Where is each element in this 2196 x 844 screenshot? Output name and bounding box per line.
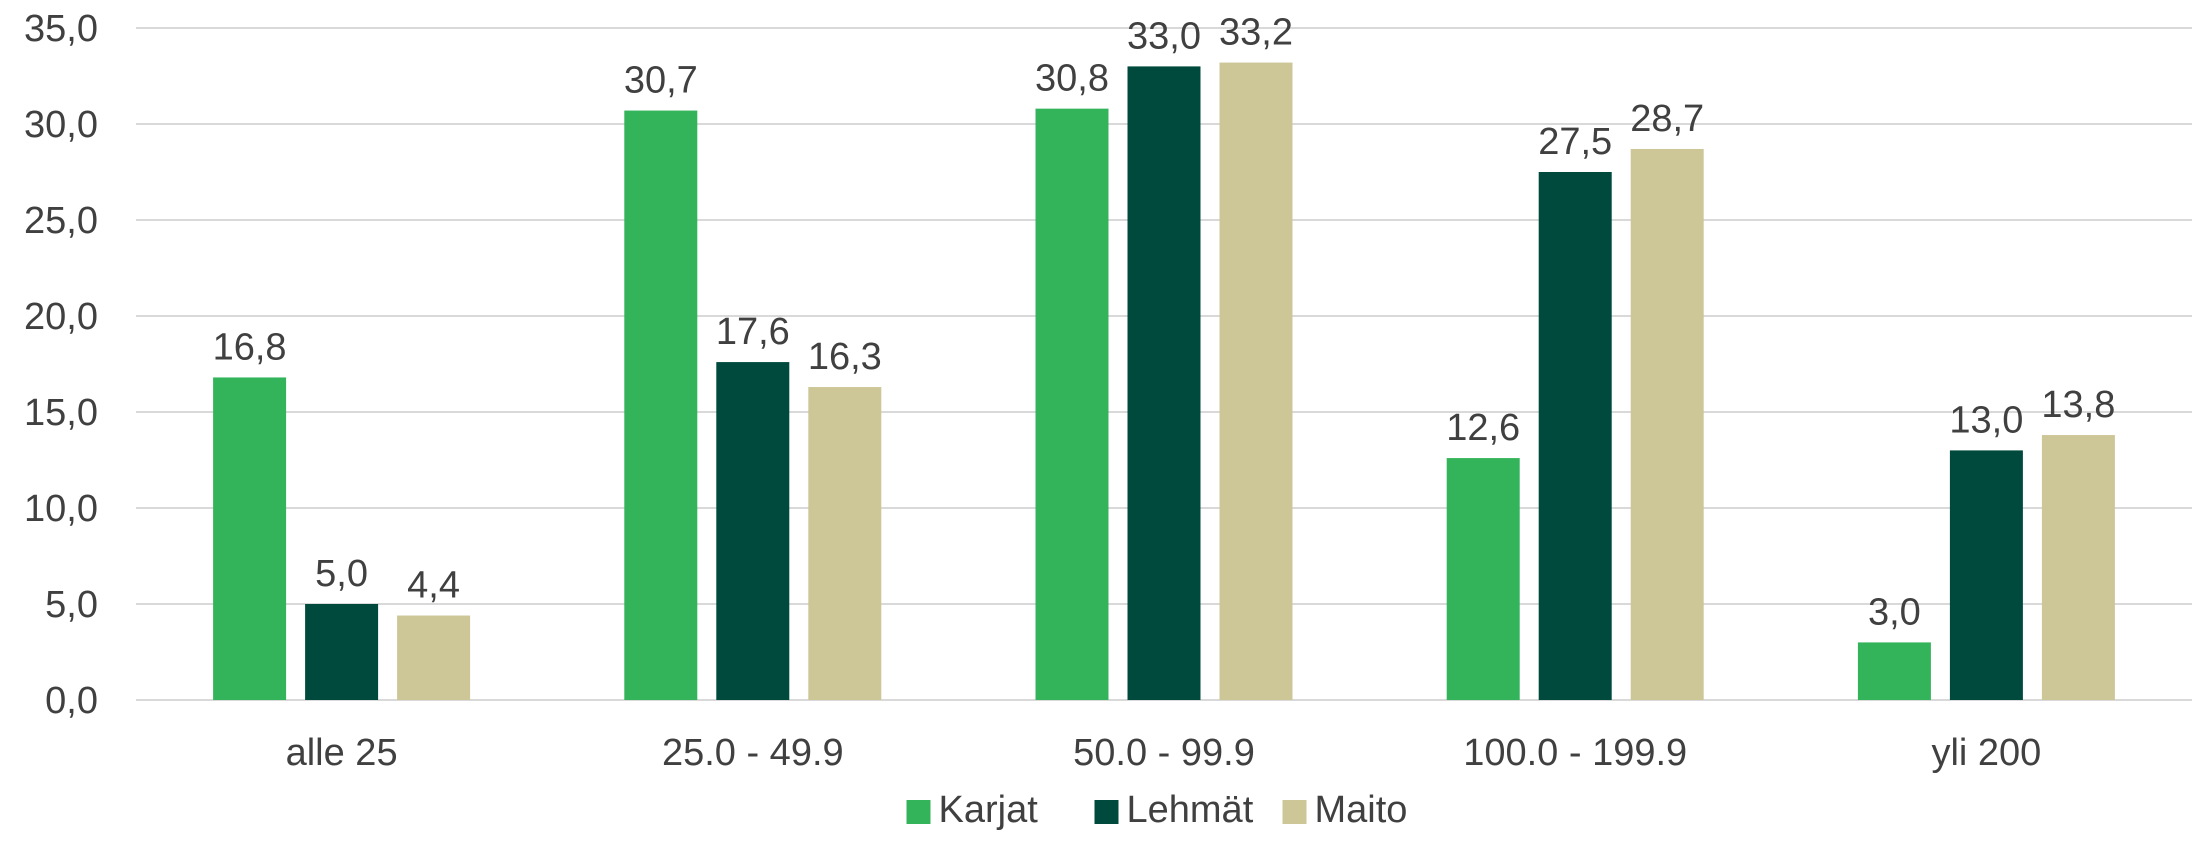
bar [1035,108,1109,700]
bars-layer [213,62,2115,701]
y-tick-label: 30,0 [24,104,98,146]
x-category-label: 50.0 - 99.9 [1073,732,1255,774]
x-category-label: 100.0 - 199.9 [1463,732,1687,774]
y-tick-label: 10,0 [24,488,98,530]
y-axis-ticks: 0,0 5,0 10,0 15,0 20,0 25,0 30,0 35,0 [24,8,98,722]
y-tick-label: 5,0 [45,584,98,626]
legend-label: Lehmät [1127,789,1254,831]
legend-swatch [1094,800,1119,824]
legend-label: Karjat [939,789,1039,831]
bar [1127,66,1201,700]
data-label: 28,7 [1630,98,1704,140]
legend-swatch [906,800,931,824]
legend-swatch [1282,800,1307,824]
data-label: 17,6 [716,311,790,353]
bar [397,615,471,700]
bar [1446,458,1520,700]
bar [1949,450,2023,700]
data-label: 4,4 [407,565,460,607]
data-label: 33,2 [1219,12,1293,54]
y-tick-label: 0,0 [45,680,98,722]
y-tick-label: 20,0 [24,296,98,338]
bar [1219,62,1293,701]
x-category-label: yli 200 [1931,732,2041,774]
y-tick-label: 15,0 [24,392,98,434]
data-label: 27,5 [1538,121,1612,163]
bar [716,362,790,700]
bar [1857,642,1931,700]
data-label: 30,7 [624,60,698,102]
legend-label: Maito [1315,789,1408,831]
legend: Karjat Lehmät Maito [906,789,1408,831]
bar [808,387,882,700]
data-label: 5,0 [315,553,368,595]
data-label: 16,8 [213,326,287,368]
bar [213,377,287,700]
bar [624,110,698,700]
y-tick-label: 25,0 [24,200,98,242]
data-label: 30,8 [1035,58,1109,100]
data-label: 13,8 [2041,384,2115,426]
bar [305,604,379,700]
data-label: 33,0 [1127,15,1201,57]
data-label: 12,6 [1446,407,1520,449]
x-axis-categories: alle 25 25.0 - 49.9 50.0 - 99.9 100.0 - 199… [286,732,2042,774]
data-labels-layer: 16,8 5,0 4,4 30,7 17,6 16,3 30,8 33,0 33,2 12,6 27… [213,12,2116,634]
bar [2041,435,2115,700]
data-label: 13,0 [1949,399,2023,441]
data-label: 3,0 [1868,591,1921,633]
bar [1538,172,1612,700]
data-label: 16,3 [808,336,882,378]
y-tick-label: 35,0 [24,8,98,50]
x-category-label: 25.0 - 49.9 [662,732,844,774]
bar [1630,148,1704,700]
x-category-label: alle 25 [286,732,398,774]
